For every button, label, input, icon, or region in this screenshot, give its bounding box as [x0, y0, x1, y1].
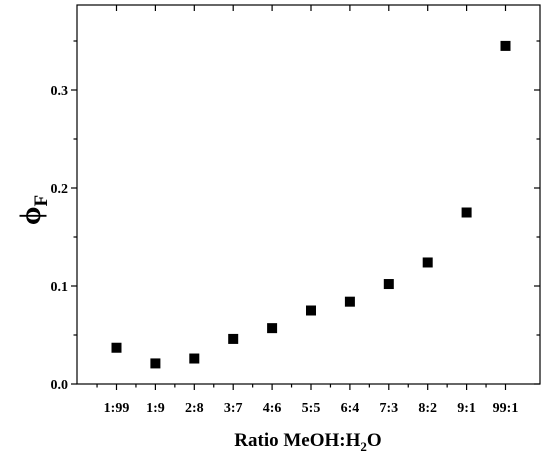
data-point	[150, 358, 161, 369]
y-axis-title: ϕF	[14, 195, 52, 225]
data-point	[500, 40, 511, 51]
y-axis-title-main: ϕ	[14, 206, 47, 225]
data-point	[228, 333, 239, 344]
y-tick-label: 0.0	[51, 378, 69, 393]
x-tick-label: 1:99	[104, 401, 130, 416]
x-tick-label: 2:8	[185, 401, 204, 416]
x-tick-label: 4:6	[263, 401, 282, 416]
x-tick-label: 9:1	[457, 401, 476, 416]
x-axis: 1:99 1:9 2:8 3:7 4:6 5:5 6:4 7:3 8:2 9:1 99:1	[96, 5, 519, 416]
data-point	[111, 342, 122, 353]
x-tick-label: 3:7	[224, 401, 243, 416]
data-point	[267, 323, 278, 334]
data-points	[111, 40, 511, 369]
x-tick-label: 1:9	[146, 401, 165, 416]
data-point	[344, 296, 355, 307]
data-point	[461, 207, 472, 218]
x-tick-label: 7:3	[379, 401, 398, 416]
x-tick-label: 5:5	[302, 401, 321, 416]
x-tick-label: 6:4	[341, 401, 360, 416]
y-tick-label: 0.1	[51, 280, 69, 295]
plot-frame	[76, 4, 541, 385]
data-point	[383, 279, 394, 290]
data-point	[422, 257, 433, 268]
y-axis: 0.0 0.1 0.2 0.3	[51, 40, 540, 393]
data-point	[306, 305, 316, 316]
x-axis-title-sub: 2	[360, 439, 367, 454]
y-tick-label: 0.3	[51, 84, 69, 99]
data-point	[189, 353, 200, 364]
y-tick-label: 0.2	[51, 182, 69, 197]
x-axis-title-tail: O	[367, 430, 382, 451]
x-axis-title: Ratio MeOH:H2O	[234, 430, 381, 454]
x-tick-label: 99:1	[493, 401, 519, 416]
x-tick-label: 8:2	[418, 401, 437, 416]
y-axis-title-sub: F	[31, 195, 52, 207]
x-axis-title-main: Ratio MeOH:H	[234, 430, 360, 451]
